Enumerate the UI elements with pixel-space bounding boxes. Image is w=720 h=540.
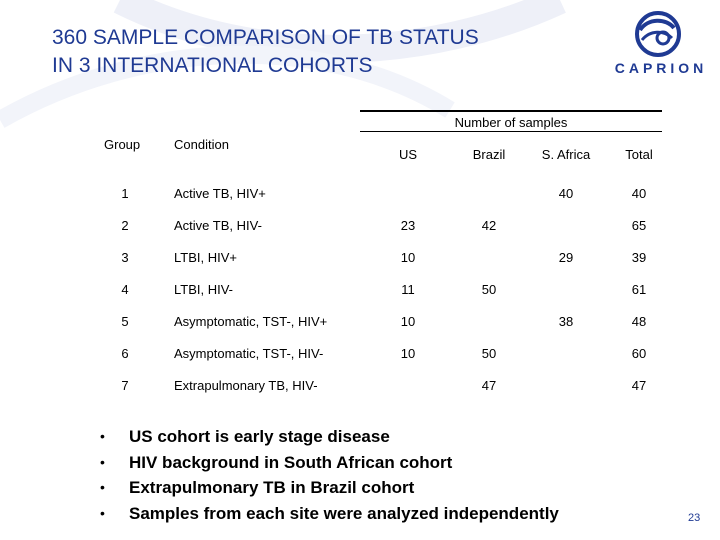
table-row: 6 Asymptomatic, TST-, HIV- 10 50 60 [0,346,720,366]
table-row: 4 LTBI, HIV- 11 50 61 [0,282,720,302]
table-header-rule [360,131,662,132]
cell-us: 10 [400,314,416,329]
list-item: • US cohort is early stage disease [100,424,620,450]
table-top-rule [360,110,662,112]
cell-total: 40 [631,186,647,201]
table-row: 2 Active TB, HIV- 23 42 65 [0,218,720,238]
column-header-brazil: Brazil [472,147,506,162]
bullet-icon: • [100,479,105,495]
bullet-text: HIV background in South African cohort [129,452,453,472]
column-header-total: Total [625,147,653,162]
cell-total: 47 [631,378,647,393]
cell-total: 65 [631,218,647,233]
cell-total: 48 [631,314,647,329]
cell-us: 23 [400,218,416,233]
column-header-us: US [398,147,418,162]
slide-title-line-1: 360 SAMPLE COMPARISON OF TB STATUS [52,26,479,49]
cell-condition: Asymptomatic, TST-, HIV- [174,346,324,361]
cell-group: 4 [121,282,129,297]
cell-s-africa: 29 [558,250,574,265]
cell-group: 2 [121,218,129,233]
cell-brazil: 47 [481,378,497,393]
cell-us: 10 [400,346,416,361]
cell-condition: Active TB, HIV+ [174,186,266,201]
table-row: 7 Extrapulmonary TB, HIV- 47 47 [0,378,720,398]
cell-group: 6 [121,346,129,361]
column-header-s-africa: S. Africa [541,147,591,162]
bullet-text: Extrapulmonary TB in Brazil cohort [129,478,415,497]
cell-us: 10 [400,250,416,265]
cell-s-africa: 38 [558,314,574,329]
cell-brazil: 42 [481,218,497,233]
cell-s-africa: 40 [558,186,574,201]
table-row: 5 Asymptomatic, TST-, HIV+ 10 38 48 [0,314,720,334]
bullet-icon: • [100,504,105,521]
cell-total: 61 [631,282,647,297]
cell-group: 1 [121,186,129,201]
slide-title: 360 SAMPLE COMPARISON OF TB STATUS IN 3 … [52,24,612,80]
cell-total: 39 [631,250,647,265]
cell-brazil: 50 [481,282,497,297]
table-row: 3 LTBI, HIV+ 10 29 39 [0,250,720,270]
cell-group: 3 [121,250,129,265]
column-header-group: Group [104,137,141,152]
cell-condition: Extrapulmonary TB, HIV- [174,378,318,393]
logo-wordmark: CAPRION [614,60,708,76]
list-item: • Samples from each site were analyzed i… [100,501,620,527]
cell-group: 7 [121,378,129,393]
number-of-samples-header: Number of samples [454,115,568,130]
cell-brazil: 50 [481,346,497,361]
page-number: 23 [688,512,701,524]
bullet-text: Samples from each site were analyzed ind… [129,503,559,523]
cell-condition: Active TB, HIV- [174,218,262,233]
cell-condition: Asymptomatic, TST-, HIV+ [174,314,328,329]
slide-title-line-2: IN 3 INTERNATIONAL COHORTS [52,54,373,77]
column-header-condition: Condition [174,137,229,152]
list-item: • Extrapulmonary TB in Brazil cohort [100,475,620,501]
bullet-icon: • [100,453,105,470]
caprion-logo-icon [635,11,681,57]
table-row: 1 Active TB, HIV+ 40 40 [0,186,720,206]
list-item: • HIV background in South African cohort [100,450,620,476]
cell-condition: LTBI, HIV+ [174,250,237,265]
bullet-text: US cohort is early stage disease [129,427,390,446]
cell-us: 11 [401,282,415,297]
cell-condition: LTBI, HIV- [174,282,233,297]
cell-total: 60 [631,346,647,361]
bullet-list: • US cohort is early stage disease • HIV… [100,424,620,526]
bullet-icon: • [100,428,105,444]
cell-group: 5 [121,314,129,329]
